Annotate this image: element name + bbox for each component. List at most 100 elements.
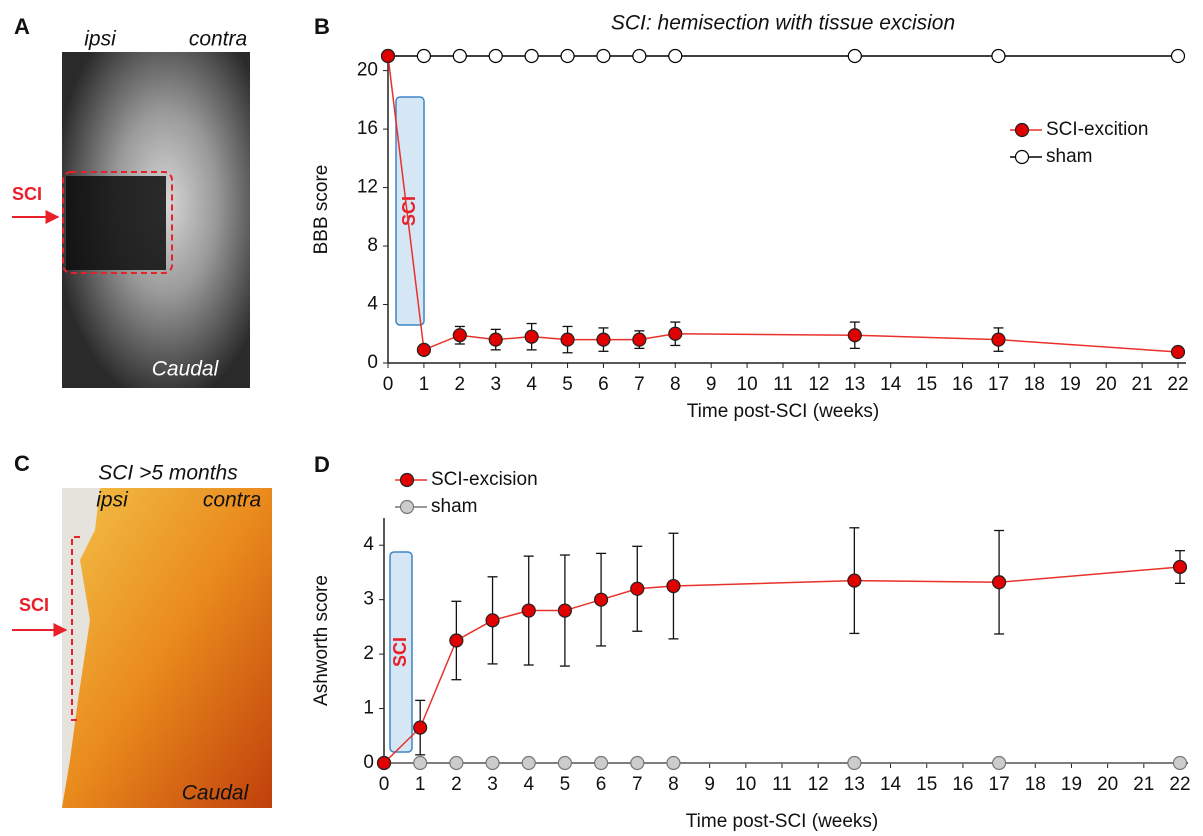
x-tick-label: 13 bbox=[844, 374, 865, 395]
marker bbox=[485, 613, 500, 628]
y-tick-label: 2 bbox=[363, 643, 374, 664]
panel-letter: C bbox=[14, 451, 30, 476]
legend-marker bbox=[399, 472, 415, 488]
marker bbox=[452, 48, 467, 64]
x-tick-label: 19 bbox=[1060, 374, 1081, 395]
x-tick-label: 10 bbox=[735, 774, 756, 795]
x-tick-label: 5 bbox=[560, 774, 571, 795]
marker bbox=[524, 48, 539, 64]
histology-photo bbox=[62, 488, 272, 808]
photo-label: Caudal bbox=[182, 782, 250, 805]
lesion-outline bbox=[62, 171, 173, 274]
marker bbox=[632, 332, 647, 347]
marker bbox=[524, 329, 539, 344]
x-tick-label: 8 bbox=[668, 774, 679, 795]
injury-label: SCI bbox=[399, 196, 419, 226]
marker bbox=[593, 592, 609, 607]
marker bbox=[557, 603, 573, 618]
x-tick-label: 8 bbox=[670, 374, 681, 395]
y-tick-label: 16 bbox=[357, 118, 378, 139]
chart-title: SCI: hemisection with tissue excision bbox=[611, 12, 955, 35]
x-tick-label: 9 bbox=[704, 774, 715, 795]
x-tick-label: 20 bbox=[1097, 774, 1118, 795]
x-tick-label: 15 bbox=[916, 374, 937, 395]
marker bbox=[521, 603, 536, 618]
marker bbox=[521, 755, 536, 771]
x-tick-label: 12 bbox=[808, 774, 829, 795]
marker bbox=[376, 755, 392, 771]
x-tick-label: 18 bbox=[1024, 374, 1045, 395]
marker bbox=[991, 575, 1007, 590]
x-tick-label: 18 bbox=[1025, 774, 1046, 795]
photo-label: SCI bbox=[12, 184, 42, 204]
lesion-bracket bbox=[71, 536, 80, 721]
legend-label: SCI-excision bbox=[431, 469, 538, 490]
x-tick-label: 1 bbox=[415, 774, 426, 795]
injury-box bbox=[389, 551, 413, 753]
x-tick-label: 9 bbox=[706, 374, 717, 395]
marker bbox=[847, 755, 862, 771]
marker bbox=[847, 573, 862, 588]
marker bbox=[485, 755, 500, 771]
legend-marker bbox=[1014, 122, 1030, 138]
panel-letter: B bbox=[314, 14, 330, 39]
injury-box bbox=[395, 96, 425, 326]
marker bbox=[413, 720, 428, 735]
photo-label: Caudal bbox=[152, 358, 220, 381]
x-tick-label: 4 bbox=[523, 774, 534, 795]
legend-marker bbox=[399, 499, 415, 515]
marker bbox=[1172, 755, 1188, 771]
marker bbox=[630, 755, 645, 771]
x-tick-label: 21 bbox=[1132, 374, 1153, 395]
x-tick-label: 7 bbox=[632, 774, 643, 795]
marker bbox=[413, 755, 428, 771]
marker bbox=[452, 328, 467, 343]
marker bbox=[596, 48, 611, 64]
marker bbox=[1172, 559, 1188, 575]
x-tick-label: 16 bbox=[952, 774, 973, 795]
marker bbox=[847, 328, 862, 343]
x-tick-label: 10 bbox=[737, 374, 758, 395]
x-tick-label: 17 bbox=[988, 374, 1009, 395]
y-tick-label: 0 bbox=[367, 352, 378, 373]
panel-c: C SCI SCI >5 months ipsi contra Caudal bbox=[12, 451, 272, 808]
marker bbox=[666, 578, 681, 594]
x-tick-label: 2 bbox=[451, 774, 462, 795]
x-tick-label: 3 bbox=[487, 774, 498, 795]
marker bbox=[449, 755, 464, 771]
y-axis-label: Ashworth score bbox=[311, 575, 332, 706]
x-tick-label: 22 bbox=[1169, 774, 1190, 795]
x-tick-label: 7 bbox=[634, 374, 645, 395]
x-tick-label: 13 bbox=[844, 774, 865, 795]
y-tick-label: 1 bbox=[363, 698, 374, 719]
marker bbox=[666, 755, 681, 771]
y-axis-label: BBB score bbox=[311, 165, 332, 255]
marker bbox=[991, 755, 1007, 771]
legend-label: SCI-excition bbox=[1046, 119, 1148, 140]
x-tick-label: 5 bbox=[562, 374, 573, 395]
x-tick-label: 12 bbox=[808, 374, 829, 395]
legend-marker bbox=[1014, 149, 1030, 165]
x-tick-label: 6 bbox=[596, 774, 607, 795]
photo-label: contra bbox=[203, 489, 261, 512]
x-tick-label: 6 bbox=[598, 374, 609, 395]
marker bbox=[991, 48, 1006, 64]
legend-label: sham bbox=[1046, 146, 1092, 167]
x-tick-label: 22 bbox=[1167, 374, 1188, 395]
y-tick-label: 0 bbox=[363, 752, 374, 773]
marker bbox=[1170, 48, 1186, 64]
panel-letter: D bbox=[314, 452, 330, 477]
marker bbox=[488, 48, 503, 64]
excised-area bbox=[62, 488, 100, 808]
photo-label: ipsi bbox=[84, 28, 117, 51]
photo-label: SCI bbox=[19, 595, 49, 615]
x-tick-label: 11 bbox=[772, 774, 792, 795]
x-tick-label: 3 bbox=[490, 374, 501, 395]
marker bbox=[847, 48, 862, 64]
x-tick-label: 14 bbox=[880, 374, 902, 395]
x-axis-label: Time post-SCI (weeks) bbox=[686, 811, 879, 832]
marker bbox=[596, 332, 611, 347]
photo-label: ipsi bbox=[96, 489, 129, 512]
x-tick-label: 17 bbox=[989, 774, 1010, 795]
